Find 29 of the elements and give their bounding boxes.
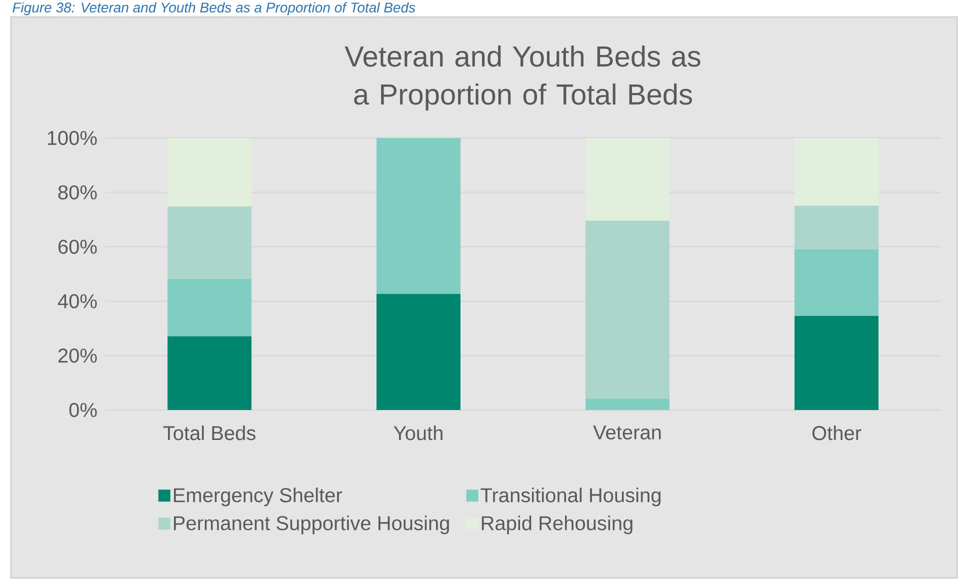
y-tick-label: 20% <box>58 348 97 363</box>
bar <box>168 336 252 410</box>
x-tick-label: Other <box>812 426 862 440</box>
y-tick-label: 40% <box>58 294 97 308</box>
legend-label: Emergency Shelter <box>174 488 342 506</box>
y-tick-label: 80% <box>58 185 97 200</box>
y-tick-label: 100% <box>48 130 97 146</box>
bar <box>168 278 252 336</box>
legend-label: Permanent Supportive Housing <box>174 516 449 534</box>
bar <box>376 294 461 410</box>
y-tick-label: 60% <box>58 240 97 254</box>
x-tick-label: Veteran <box>593 426 661 440</box>
x-tick-label: Total Beds <box>163 426 256 440</box>
bar <box>168 138 252 207</box>
bar <box>586 220 670 399</box>
bar <box>168 206 252 279</box>
legend-label: Rapid Rehousing <box>482 516 632 534</box>
bar <box>794 206 879 250</box>
chart-title: Veteran and Youth Beds as a Proportion of Total Beds <box>344 45 700 110</box>
caption: Figure 38: Veteran and Youth Beds as a Proportion of Total Beds <box>12 2 416 16</box>
y-tick-label: 0% <box>69 402 97 418</box>
bar <box>794 250 879 316</box>
bar <box>794 316 879 410</box>
legend-label: Transitional Housing <box>480 488 660 506</box>
bar <box>794 138 879 206</box>
bar <box>376 138 461 294</box>
bar <box>586 138 670 221</box>
bar <box>586 398 670 410</box>
x-tick-label: Youth <box>394 426 442 440</box>
